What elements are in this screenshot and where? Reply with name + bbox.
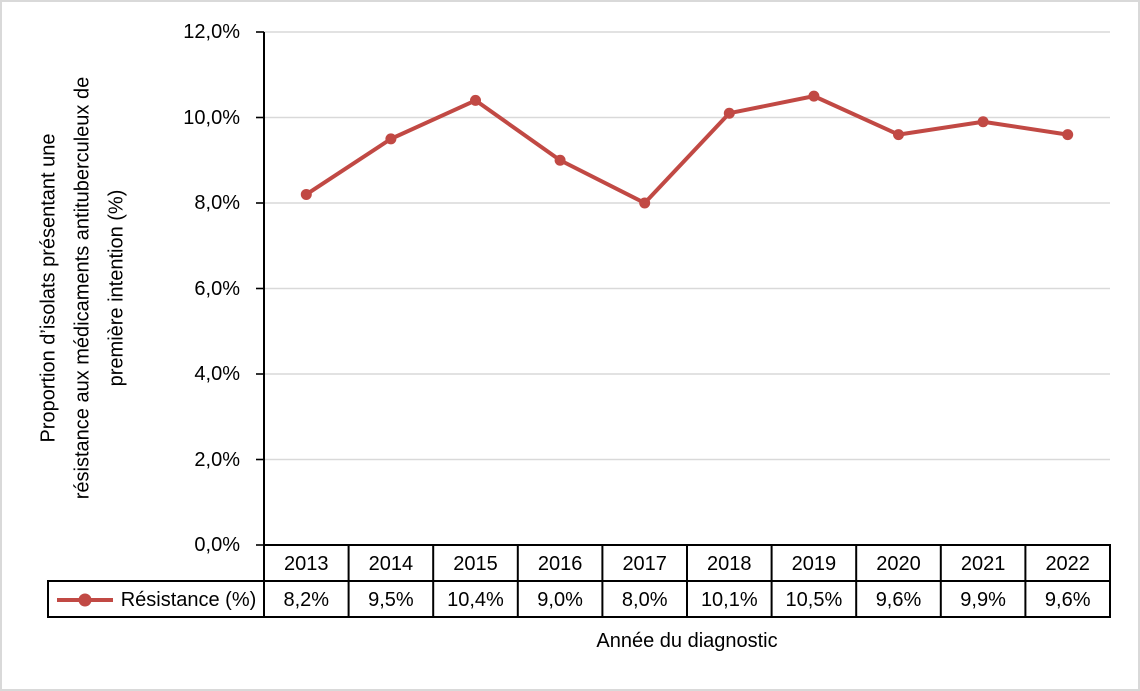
y-tick-label: 10,0% <box>183 106 240 129</box>
table-value-cell: 10,1% <box>700 588 758 611</box>
data-point-marker <box>470 94 481 106</box>
table-year-cell: 2017 <box>622 552 667 575</box>
table-value-cell: 9,0% <box>537 588 583 611</box>
y-tick-label: 12,0% <box>183 21 240 43</box>
y-axis-title-line: résistance aux médicaments antitubercule… <box>71 76 94 500</box>
table-year-cell: 2019 <box>791 552 837 575</box>
y-tick-label: 4,0% <box>194 363 240 385</box>
series-line <box>304 94 1070 205</box>
table-year-cell: 2016 <box>537 552 583 575</box>
table-year-cell: 2014 <box>368 552 414 575</box>
legend-line-marker-icon <box>56 593 113 607</box>
data-point-marker <box>893 129 904 141</box>
legend-cell: Résistance (%) <box>49 582 263 618</box>
table-value-cell: 9,5% <box>368 588 414 611</box>
data-point-marker <box>977 116 989 128</box>
table-year-cell: 2015 <box>453 552 498 575</box>
table-value-cell: 10,5% <box>785 588 843 611</box>
table-value-cell: 9,9% <box>960 588 1006 611</box>
y-tick-label: 8,0% <box>194 192 240 214</box>
table-value-cell: 9,6% <box>1044 588 1091 611</box>
table-value-cell: 8,2% <box>283 588 330 611</box>
data-point-marker <box>639 197 651 209</box>
table-year-cell: 2018 <box>707 552 752 575</box>
data-point-marker <box>554 154 566 166</box>
data-point-marker <box>1062 129 1074 141</box>
y-tick-label: 0,0% <box>194 534 240 556</box>
table-value-cell: 9,6% <box>875 588 922 611</box>
data-point-marker <box>385 133 397 145</box>
y-axis-title: Proportion d’isolats présentant une rési… <box>32 32 134 545</box>
x-axis-title: Année du diagnostic <box>596 630 778 652</box>
table-value-cell: 8,0% <box>621 588 668 611</box>
table-year-cell: 2013 <box>284 552 329 575</box>
table-value-cell: 10,4% <box>447 588 504 611</box>
data-point-marker <box>300 188 312 200</box>
table-year-cell: 2022 <box>1045 552 1090 575</box>
y-tick-label: 6,0% <box>194 277 240 300</box>
table-year-cell: 2020 <box>876 552 921 575</box>
legend-label: Résistance (%) <box>120 588 257 611</box>
y-axis-title-line: première intention (%) <box>105 189 128 387</box>
data-point-marker <box>723 107 735 119</box>
table-year-cell: 2021 <box>960 552 1006 575</box>
data-point-marker <box>808 90 820 102</box>
y-axis-title-line: Proportion d’isolats présentant une <box>37 133 60 443</box>
y-tick-label: 2,0% <box>194 448 240 471</box>
